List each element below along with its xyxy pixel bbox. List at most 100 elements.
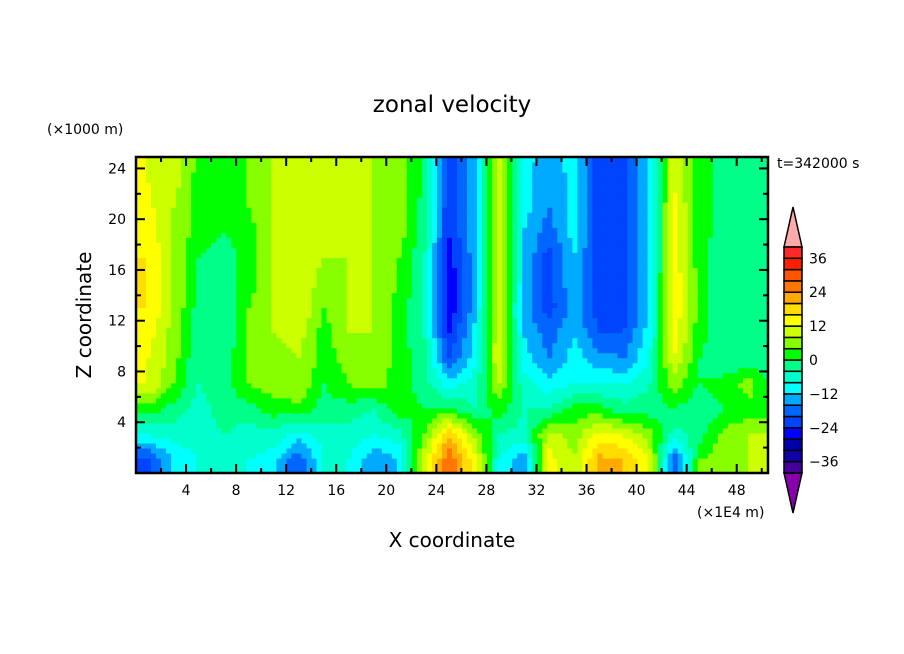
heatmap-cell — [487, 462, 493, 469]
heatmap-cell — [216, 442, 222, 449]
heatmap-cell — [266, 172, 273, 178]
heatmap-cell — [371, 442, 378, 449]
heatmap-cell — [467, 422, 473, 429]
heatmap-cell — [396, 292, 403, 299]
heatmap-cell — [346, 402, 353, 409]
heatmap-cell — [256, 242, 262, 248]
heatmap-cell — [411, 207, 418, 213]
heatmap-cell — [472, 402, 478, 409]
heatmap-cell — [492, 397, 498, 404]
heatmap-cell — [446, 192, 453, 198]
heatmap-cell — [477, 392, 483, 399]
heatmap-cell — [492, 302, 498, 309]
heatmap-cell — [331, 382, 338, 389]
heatmap-cell — [181, 337, 187, 344]
heatmap-cell — [512, 447, 518, 454]
heatmap-cell — [457, 202, 463, 208]
heatmap-cell — [406, 232, 413, 238]
heatmap-cell — [211, 202, 217, 208]
heatmap-cell — [261, 187, 268, 193]
heatmap-cell — [156, 162, 162, 168]
heatmap-cell — [191, 327, 197, 334]
heatmap-cell — [301, 202, 308, 208]
heatmap-cell — [376, 397, 383, 404]
heatmap-cell — [191, 397, 197, 404]
heatmap-cell — [462, 297, 468, 304]
heatmap-cell — [291, 352, 298, 359]
heatmap-cell — [321, 437, 328, 444]
heatmap-cell — [251, 397, 257, 404]
heatmap-cell — [452, 212, 458, 218]
heatmap-cell — [482, 237, 488, 243]
heatmap-cell — [191, 237, 197, 243]
heatmap-cell — [416, 317, 423, 324]
heatmap-cell — [201, 382, 207, 389]
heatmap-cell — [477, 237, 483, 243]
heatmap-cell — [457, 317, 463, 324]
heatmap-cell — [296, 417, 303, 424]
heatmap-cell — [161, 232, 167, 238]
heatmap-cell — [286, 382, 293, 389]
heatmap-cell — [266, 217, 273, 223]
heatmap-cell — [341, 247, 348, 253]
heatmap-cell — [431, 322, 438, 329]
heatmap-cell — [406, 442, 413, 449]
heatmap-cell — [452, 192, 458, 198]
heatmap-cell — [512, 212, 518, 218]
heatmap-cell — [216, 267, 222, 273]
heatmap-cell — [141, 257, 147, 263]
heatmap-cell — [196, 317, 202, 324]
heatmap-cell — [431, 467, 438, 474]
heatmap-cell — [452, 177, 458, 183]
heatmap-cell — [371, 382, 378, 389]
heatmap-cell — [156, 352, 162, 359]
heatmap-cell — [196, 247, 202, 253]
heatmap-cell — [321, 297, 328, 304]
heatmap-cell — [446, 402, 453, 409]
heatmap-cell — [191, 247, 197, 253]
heatmap-cell — [472, 237, 478, 243]
heatmap-cell — [431, 232, 438, 238]
heatmap-cell — [201, 317, 207, 324]
heatmap-cell — [457, 212, 463, 218]
heatmap-cell — [161, 327, 167, 334]
heatmap-cell — [141, 287, 147, 294]
heatmap-cell — [426, 422, 433, 429]
heatmap-cell — [482, 422, 488, 429]
heatmap-cell — [452, 317, 458, 324]
heatmap-cell — [321, 392, 328, 399]
heatmap-cell — [416, 237, 423, 243]
heatmap-cell — [346, 282, 353, 289]
heatmap-cell — [436, 247, 443, 253]
heatmap-cell — [507, 352, 513, 359]
heatmap-cell — [331, 197, 338, 203]
heatmap-cell — [431, 387, 438, 394]
heatmap-cell — [206, 217, 212, 223]
heatmap-cell — [316, 317, 323, 324]
heatmap-cell — [211, 162, 217, 168]
heatmap-cell — [166, 172, 172, 178]
heatmap-cell — [381, 167, 388, 173]
heatmap-cell — [517, 307, 523, 314]
heatmap-cell — [181, 222, 187, 228]
heatmap-cell — [462, 277, 468, 283]
heatmap-cell — [336, 352, 343, 359]
heatmap-cell — [241, 307, 247, 314]
heatmap-cell — [492, 212, 498, 218]
heatmap-cell — [376, 212, 383, 218]
heatmap-cell — [512, 322, 518, 329]
heatmap-cell — [361, 332, 368, 339]
heatmap-cell — [251, 217, 257, 223]
heatmap-cell — [136, 197, 142, 203]
heatmap-cell — [291, 392, 298, 399]
heatmap-cell — [256, 182, 262, 188]
heatmap-cell — [386, 242, 393, 248]
heatmap-cell — [321, 202, 328, 208]
heatmap-cell — [146, 287, 152, 294]
heatmap-cell — [492, 372, 498, 379]
heatmap-cell — [522, 462, 528, 469]
heatmap-cell — [256, 267, 262, 273]
heatmap-cell — [517, 207, 523, 213]
heatmap-cell — [286, 457, 293, 464]
heatmap-cell — [356, 207, 363, 213]
